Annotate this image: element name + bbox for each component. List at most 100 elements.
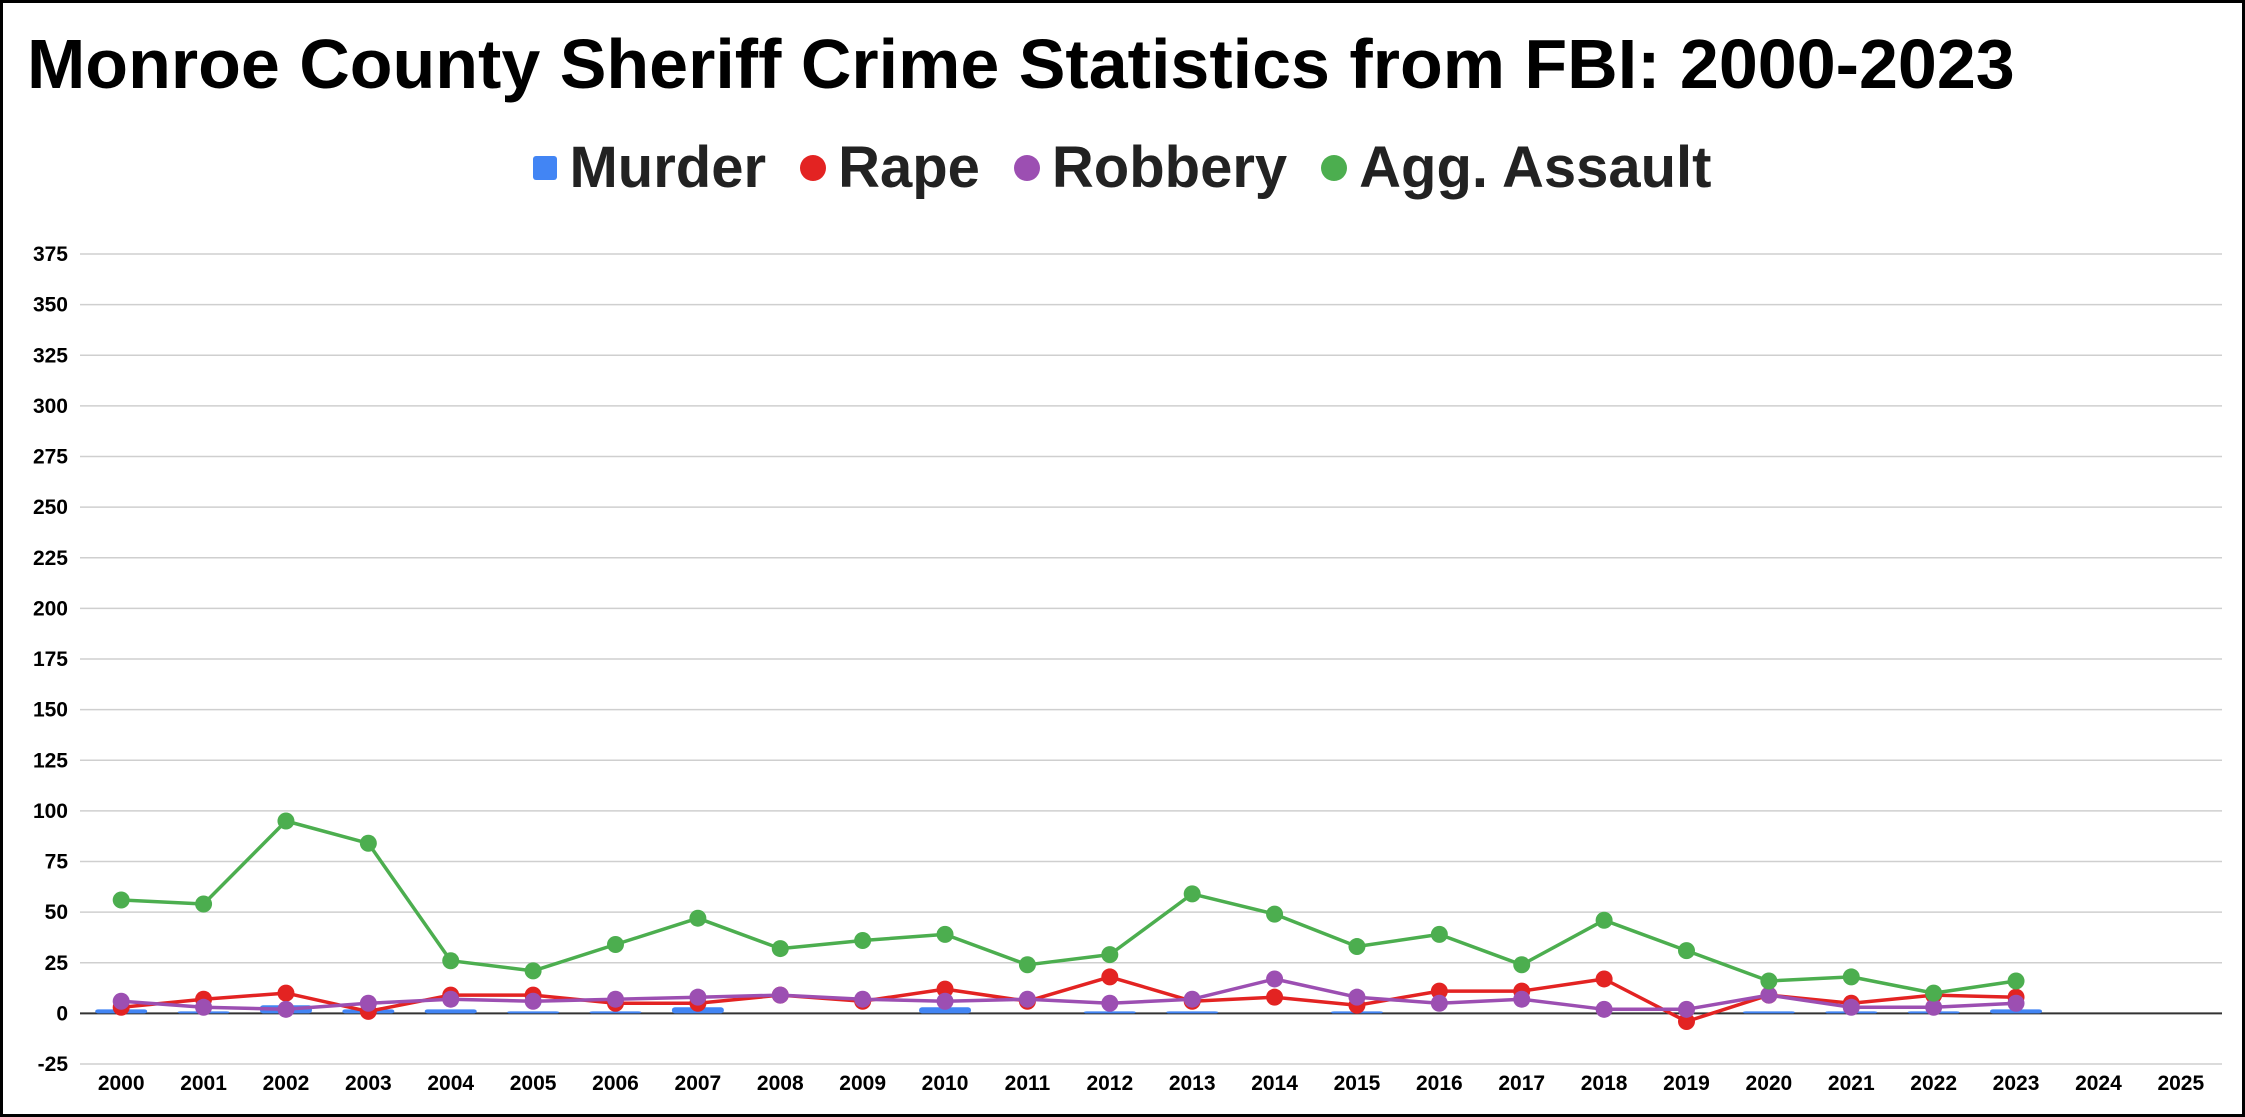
agg-assault-point <box>1678 942 1695 960</box>
x-tick-label: 2010 <box>922 1072 969 1095</box>
rape-point <box>277 984 295 1002</box>
x-tick-label: 2016 <box>1416 1072 1463 1095</box>
robbery-point <box>1018 990 1036 1008</box>
agg-assault-point <box>112 891 130 909</box>
robbery-point <box>1183 990 1201 1008</box>
y-tick-label: 325 <box>33 344 68 367</box>
x-tick-label: 2009 <box>839 1072 886 1095</box>
x-tick-label: 2012 <box>1086 1072 1133 1095</box>
x-tick-label: 2008 <box>757 1072 804 1095</box>
murder-bar <box>589 1011 642 1014</box>
robbery-point <box>689 988 707 1006</box>
robbery-point <box>1348 988 1366 1006</box>
chart-title: Monroe County Sheriff Crime Statistics f… <box>27 25 2015 103</box>
x-tick-label: 2024 <box>2075 1072 2122 1095</box>
legend-item-robbery: Robbery <box>1013 134 1287 201</box>
x-tick-label: 2000 <box>98 1072 145 1095</box>
y-tick-label: 350 <box>33 294 68 317</box>
x-tick-label: 2023 <box>1993 1072 2040 1095</box>
rape-point <box>1101 968 1119 986</box>
y-tick-label: 150 <box>33 699 68 722</box>
x-tick-label: 2021 <box>1828 1072 1875 1095</box>
robbery-point <box>1430 994 1448 1012</box>
agg-assault-point <box>1101 946 1119 964</box>
robbery-point <box>112 992 130 1010</box>
legend-swatch-agg-assault <box>1321 154 1348 181</box>
agg-assault-point <box>936 925 954 943</box>
chart-legend: Murder Rape Robbery Agg. Assault <box>0 134 2245 201</box>
murder-bar <box>1742 1011 1795 1014</box>
legend-swatch-murder <box>533 155 558 180</box>
rape-point <box>936 980 954 998</box>
x-tick-label: 2004 <box>427 1072 474 1095</box>
robbery-point <box>1266 970 1284 988</box>
robbery-point <box>1842 998 1860 1016</box>
y-tick-label: 75 <box>45 851 69 874</box>
robbery-point <box>1513 990 1531 1008</box>
x-tick-label: 2013 <box>1169 1072 1216 1095</box>
x-tick-label: 2020 <box>1746 1072 1793 1095</box>
y-tick-label: 375 <box>33 243 68 266</box>
robbery-point <box>1925 998 1943 1016</box>
agg-assault-point <box>1925 984 1943 1002</box>
robbery-point <box>2007 994 2025 1012</box>
robbery-point <box>854 990 872 1008</box>
murder-bar <box>424 1009 477 1014</box>
agg-assault-point <box>1842 968 1860 986</box>
y-tick-label: 300 <box>33 395 68 418</box>
agg-assault-point <box>442 952 460 970</box>
x-tick-label: 2025 <box>2157 1072 2204 1095</box>
rape-point <box>1266 988 1284 1006</box>
murder-bar <box>919 1007 972 1014</box>
agg-assault-point <box>689 909 707 927</box>
x-tick-label: 2007 <box>675 1072 722 1095</box>
robbery-point <box>1678 1000 1695 1018</box>
agg-assault-point <box>277 812 295 830</box>
x-tick-label: 2015 <box>1334 1072 1381 1095</box>
agg-assault-point <box>1348 938 1366 956</box>
legend-item-murder: Murder <box>533 134 766 201</box>
y-tick-label: 50 <box>45 901 68 924</box>
agg-assault-point <box>524 962 542 980</box>
murder-bar <box>507 1011 560 1014</box>
agg-assault-point <box>195 895 213 913</box>
y-tick-label: 175 <box>33 648 68 671</box>
robbery-point <box>1101 994 1119 1012</box>
rape-point <box>1430 982 1448 1000</box>
legend-label-rape: Rape <box>838 135 980 200</box>
y-tick-label: 225 <box>33 547 68 570</box>
rape-point <box>1678 1012 1695 1030</box>
agg-assault-point <box>1760 972 1778 990</box>
agg-assault-point <box>1266 905 1284 923</box>
robbery-point <box>607 990 624 1008</box>
agg-assault-point <box>2007 972 2025 990</box>
agg-assault-point <box>1018 956 1036 974</box>
y-tick-label: 250 <box>33 496 68 519</box>
x-tick-label: 2017 <box>1498 1072 1545 1095</box>
robbery-point <box>771 986 789 1004</box>
robbery-point <box>195 998 213 1016</box>
agg-assault-point <box>854 931 872 949</box>
x-tick-label: 2003 <box>345 1072 392 1095</box>
murder-bar <box>1166 1011 1219 1014</box>
x-tick-label: 2006 <box>592 1072 639 1095</box>
y-tick-label: 0 <box>56 1002 68 1025</box>
y-tick-label: 200 <box>33 597 68 620</box>
y-tick-label: -25 <box>38 1053 69 1076</box>
x-tick-label: 2018 <box>1581 1072 1628 1095</box>
robbery-point <box>277 1000 295 1018</box>
y-tick-label: 125 <box>33 749 68 772</box>
agg-assault-line <box>121 819 2017 995</box>
murder-bar <box>1083 1011 1136 1014</box>
x-tick-label: 2019 <box>1663 1072 1710 1095</box>
agg-assault-point <box>771 940 789 958</box>
x-tick-label: 2001 <box>180 1072 227 1095</box>
robbery-point <box>936 992 954 1010</box>
legend-swatch-robbery <box>1013 154 1040 181</box>
robbery-line <box>121 977 2017 1012</box>
rape-point <box>1595 970 1613 988</box>
legend-label-murder: Murder <box>569 135 767 200</box>
legend-swatch-rape <box>800 154 827 181</box>
x-tick-label: 2014 <box>1251 1072 1298 1095</box>
